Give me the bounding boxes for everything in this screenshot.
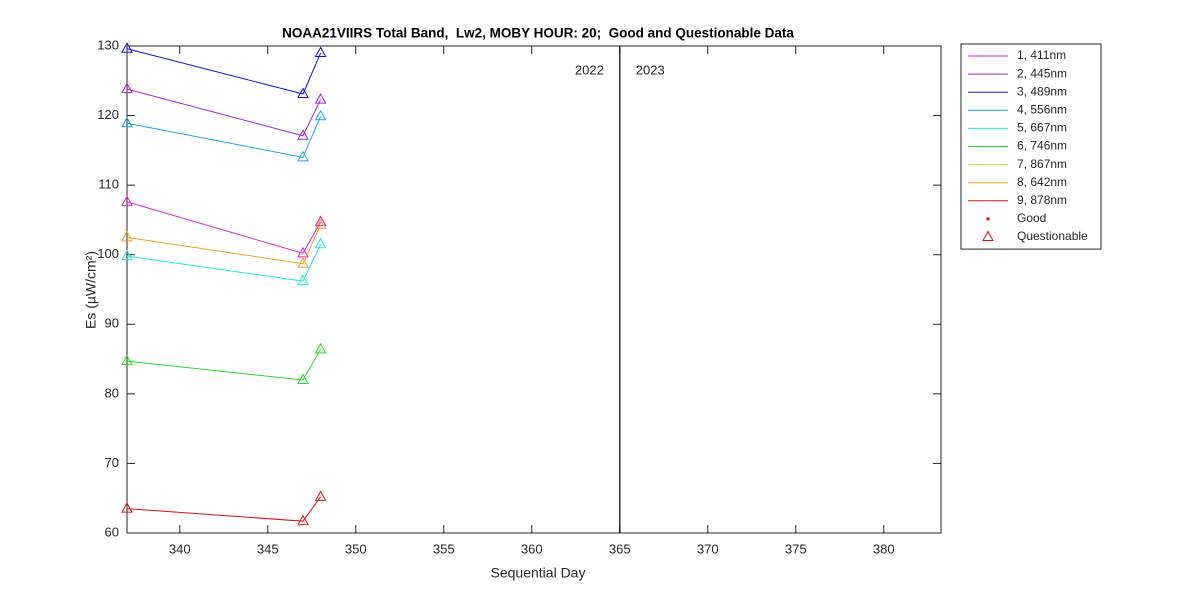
questionable-marker — [297, 87, 309, 99]
legend-label: 1, 411nm — [1017, 48, 1066, 62]
y-tick-label: 100 — [97, 246, 119, 261]
legend-label: 7, 867nm — [1017, 157, 1067, 171]
y-axis-label: Es (µW/cm²) — [83, 251, 99, 329]
year-label: 2022 — [575, 62, 604, 77]
y-tick-label: 130 — [97, 37, 119, 52]
series-line — [126, 244, 322, 282]
legend-label: 9, 878nm — [1017, 193, 1067, 207]
questionable-marker — [314, 237, 327, 249]
legend-label: 5, 667nm — [1017, 121, 1067, 135]
questionable-marker — [314, 490, 327, 501]
questionable-marker — [121, 116, 133, 128]
x-tick-label: 375 — [785, 541, 807, 556]
legend-label: 2, 445nm — [1017, 66, 1067, 80]
series-line — [126, 496, 322, 522]
y-tick-label: 90 — [105, 316, 119, 331]
y-tick-label: 110 — [98, 177, 119, 192]
questionable-marker — [297, 257, 309, 268]
series-line — [126, 88, 322, 137]
questionable-marker — [121, 82, 133, 94]
legend-label: 8, 642nm — [1017, 175, 1067, 189]
legend-marker — [986, 217, 990, 221]
questionable-marker — [314, 342, 327, 354]
series-line — [126, 201, 322, 254]
series-line — [126, 116, 322, 158]
x-tick-label: 355 — [433, 541, 455, 556]
y-tick-label: 120 — [97, 107, 119, 122]
x-tick-label: 345 — [257, 541, 279, 556]
questionable-marker — [314, 46, 327, 57]
questionable-marker — [297, 150, 309, 162]
questionable-marker — [297, 514, 309, 526]
legend-label: 4, 556nm — [1017, 102, 1067, 116]
questionable-marker — [314, 218, 327, 229]
y-tick-label: 70 — [105, 455, 119, 470]
questionable-marker — [297, 129, 309, 140]
x-tick-label: 340 — [169, 541, 191, 556]
questionable-marker — [297, 246, 309, 258]
series-line — [126, 349, 322, 381]
x-tick-label: 360 — [521, 541, 543, 556]
series-line — [126, 48, 322, 95]
questionable-marker — [314, 109, 327, 121]
questionable-marker — [297, 274, 309, 286]
legend-marker — [982, 230, 994, 241]
x-tick-label: 365 — [609, 541, 631, 556]
questionable-marker — [121, 42, 133, 53]
legend-label: 3, 489nm — [1017, 84, 1067, 98]
x-tick-label: 380 — [873, 541, 895, 556]
series-line — [126, 224, 322, 265]
legend-label: 6, 746nm — [1017, 139, 1067, 153]
plot-area — [126, 45, 942, 534]
questionable-marker — [314, 93, 327, 104]
x-tick-label: 370 — [697, 541, 719, 556]
y-tick-label: 60 — [105, 524, 119, 539]
questionable-marker — [297, 373, 309, 384]
questionable-marker — [121, 354, 133, 366]
legend-label: Questionable — [1017, 229, 1088, 243]
legend-label: Good — [1017, 211, 1046, 225]
questionable-marker — [121, 195, 133, 206]
questionable-marker — [121, 230, 133, 242]
x-axis-label: Sequential Day — [491, 565, 586, 581]
y-tick-label: 80 — [105, 385, 119, 400]
x-tick-label: 350 — [345, 541, 367, 556]
questionable-marker — [121, 502, 133, 513]
questionable-marker — [121, 249, 133, 261]
chart-title: NOAA21VIIRS Total Band, Lw2, MOBY HOUR: … — [282, 26, 794, 41]
year-label: 2023 — [636, 62, 665, 77]
